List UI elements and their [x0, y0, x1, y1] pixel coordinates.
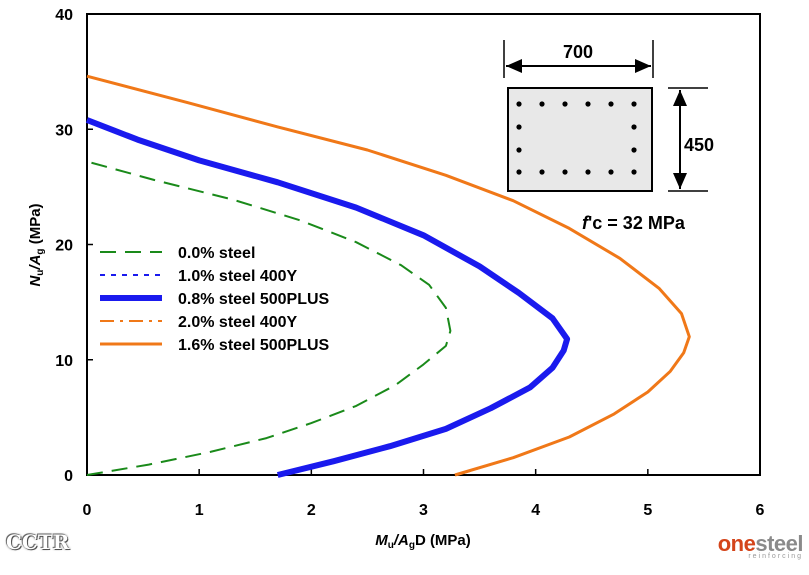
cross-section-diagram: 700 450 f'c = 32 MPa [503, 40, 714, 233]
series-line-2 [85, 117, 571, 478]
y-tick-label: 0 [64, 468, 73, 485]
rebar-dot [562, 169, 568, 175]
rebar-dot [516, 124, 522, 130]
x-tick-label: 5 [643, 502, 652, 519]
rebar-dot [585, 101, 591, 107]
rebar-dot [631, 147, 637, 153]
series-line-4 [86, 74, 691, 477]
onesteel-logo: onesteel reinforcing [717, 531, 804, 560]
legend-label-2: 0.8% steel 500PLUS [178, 291, 330, 308]
width-arrow-left [506, 59, 522, 73]
axis-ticks: 0 1 2 3 4 5 6 0 10 20 30 40 [55, 7, 764, 519]
rebar-dot [562, 101, 568, 107]
rebar-dot [631, 124, 637, 130]
width-arrow-right [635, 59, 651, 73]
x-tick-label: 4 [531, 502, 540, 519]
legend-label-0: 0.0% steel [178, 245, 255, 262]
rebar-dot [585, 169, 591, 175]
y-tick-label: 10 [55, 353, 73, 370]
x-tick-label: 6 [756, 502, 765, 519]
x-tick-label: 2 [307, 502, 316, 519]
x-tick-label: 3 [419, 502, 428, 519]
y-tick-label: 40 [55, 7, 73, 24]
rebar-dot [608, 169, 614, 175]
legend-label-1: 1.0% steel 400Y [178, 268, 298, 285]
rebar-dot [539, 169, 545, 175]
series-line-0 [86, 160, 452, 476]
depth-dimension-label: 450 [684, 135, 714, 155]
concrete-strength-label: f'c = 32 MPa [582, 213, 686, 233]
rebar-dot [631, 101, 637, 107]
y-tick-label: 30 [55, 122, 73, 139]
onesteel-logo-steel: steel [755, 531, 803, 556]
legend: 0.0% steel 1.0% steel 400Y 0.8% steel 500P… [100, 245, 330, 354]
depth-arrow-top [673, 90, 687, 106]
depth-arrow-bottom [673, 173, 687, 189]
rebar-dot [608, 101, 614, 107]
legend-label-3: 2.0% steel 400Y [178, 314, 298, 331]
x-tick-label: 1 [195, 502, 204, 519]
rebar-dot [516, 169, 522, 175]
legend-label-4: 1.6% steel 500PLUS [178, 337, 330, 354]
x-axis-title: Mu/AgD (MPa) [375, 532, 471, 551]
width-dimension-label: 700 [563, 42, 593, 62]
y-axis-title: Nu/Ag (MPa) [27, 203, 46, 286]
rebar-dot [631, 169, 637, 175]
onesteel-logo-one: one [717, 531, 756, 556]
series-layer [85, 74, 691, 478]
rebar-dots [516, 101, 637, 175]
rebar-dot [539, 101, 545, 107]
rebar-dot [516, 101, 522, 107]
x-tick-label: 0 [83, 502, 92, 519]
rebar-dot [516, 147, 522, 153]
y-tick-label: 20 [55, 238, 73, 255]
onesteel-logo-subtitle: reinforcing [748, 553, 803, 560]
column-section [507, 87, 653, 192]
cctr-logo: CCTR [6, 530, 70, 554]
